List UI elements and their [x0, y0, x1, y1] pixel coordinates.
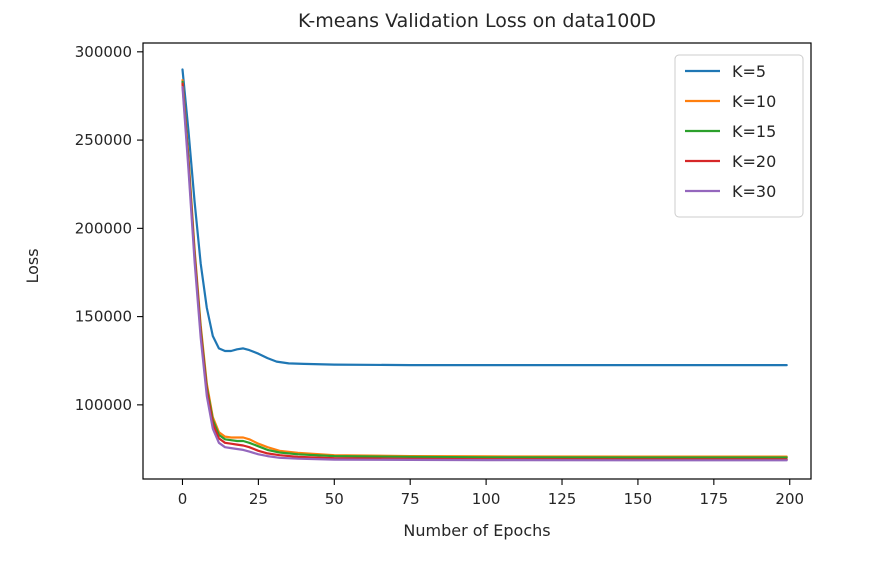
y-tick-label: 250000	[75, 131, 132, 149]
y-axis-label: Loss	[23, 248, 42, 283]
legend-label: K=15	[732, 122, 776, 141]
x-tick-label: 25	[249, 490, 268, 508]
y-tick-label: 100000	[75, 396, 132, 414]
legend-label: K=20	[732, 152, 776, 171]
x-tick-label: 150	[624, 490, 653, 508]
y-tick-label: 200000	[75, 219, 132, 237]
legend-label: K=10	[732, 92, 776, 111]
x-tick-label: 0	[178, 490, 188, 508]
x-tick-label: 100	[472, 490, 501, 508]
x-tick-label: 175	[700, 490, 729, 508]
axes-layer: 0 25 50 75 100 125 150 175 200 100000 150000 200000…	[75, 42, 812, 508]
legend: K=5 K=10 K=15 K=20 K=30	[674, 54, 804, 218]
y-tick-label: 300000	[75, 43, 132, 61]
x-tick-label: 200	[775, 490, 804, 508]
legend-box	[674, 54, 804, 218]
series-line-k30	[181, 86, 788, 462]
x-tick-label: 125	[548, 490, 577, 508]
y-tick-label: 150000	[75, 308, 132, 326]
x-axis-label: Number of Epochs	[403, 521, 550, 540]
legend-label: K=30	[732, 182, 776, 201]
axes-frame	[142, 42, 812, 480]
x-tick-label: 75	[401, 490, 420, 508]
series-layer	[181, 68, 788, 462]
x-tick-label: 50	[325, 490, 344, 508]
chart-title: K-means Validation Loss on data100D	[298, 10, 656, 32]
legend-label: K=5	[732, 62, 766, 81]
series-line-k5	[181, 68, 788, 367]
